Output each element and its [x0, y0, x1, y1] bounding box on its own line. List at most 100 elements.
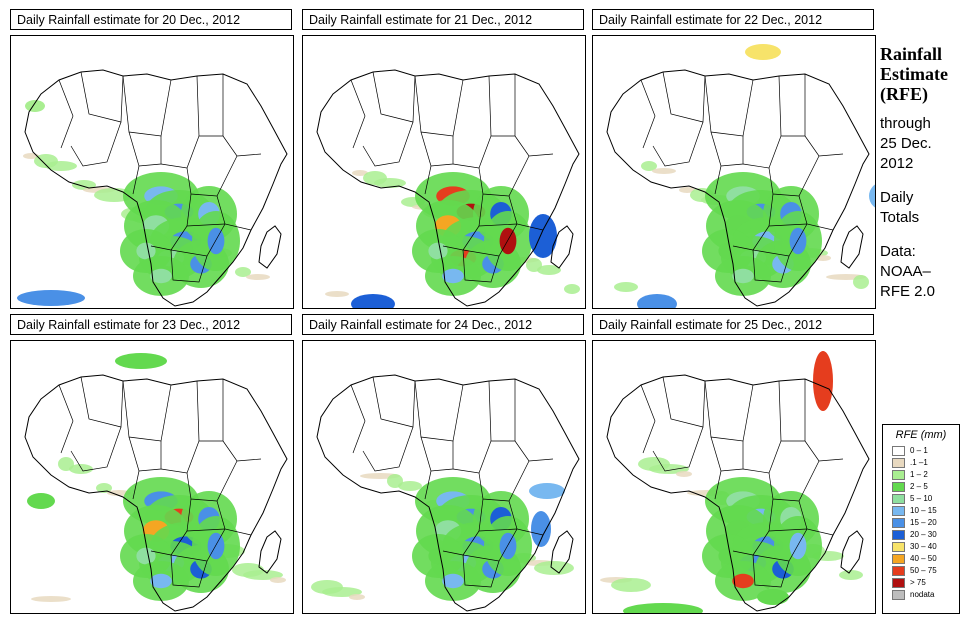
panel-title: Daily Rainfall estimate for 22 Dec., 201… — [592, 9, 874, 30]
caption-through: through — [880, 115, 931, 132]
africa-coastline — [316, 69, 580, 307]
africa-coastline — [606, 374, 870, 612]
legend-item: .1 –1 — [883, 457, 959, 469]
madagascar-outline — [550, 530, 574, 574]
legend-label: 15 – 20 — [910, 518, 937, 527]
africa-coastline — [24, 374, 288, 612]
rainfall-blobs — [623, 351, 833, 613]
legend-label: 20 – 30 — [910, 530, 937, 539]
caption-source-line1: NOAA– — [880, 263, 931, 280]
legend-item: 20 – 30 — [883, 529, 959, 541]
legend-label: 50 – 75 — [910, 566, 937, 575]
map-panel-25-dec: Daily Rainfall estimate for 25 Dec., 201… — [592, 314, 876, 614]
rainfall-map — [10, 35, 294, 309]
legend-label: > 75 — [910, 578, 926, 587]
legend-item: 2 – 5 — [883, 481, 959, 493]
africa-coastline — [316, 374, 580, 612]
rainfall-blobs — [351, 172, 557, 308]
caption-totals: Totals — [880, 209, 920, 226]
country-borders — [350, 376, 554, 588]
legend-title: RFE (mm) — [895, 429, 947, 441]
africa-map — [316, 69, 580, 308]
legend-item: 40 – 50 — [883, 553, 959, 565]
rainfall-blobs — [27, 353, 240, 601]
country-borders — [58, 376, 262, 588]
legend-swatch — [892, 566, 905, 576]
country-borders — [350, 71, 554, 283]
legend-item: 30 – 40 — [883, 541, 959, 553]
legend-swatch — [892, 458, 905, 468]
rainfall-map — [10, 340, 294, 614]
rainfall-blobs — [637, 44, 875, 308]
side-caption: Rainfall Estimate (RFE) through 25 Dec. … — [880, 44, 965, 302]
legend-swatch — [892, 482, 905, 492]
legend-item: nodata — [883, 589, 959, 601]
map-panel-22-dec: Daily Rainfall estimate for 22 Dec., 201… — [592, 9, 876, 309]
map-panel-24-dec: Daily Rainfall estimate for 24 Dec., 201… — [302, 314, 586, 614]
africa-map — [606, 44, 875, 308]
legend-label: 5 – 10 — [910, 494, 933, 503]
africa-coastline — [606, 69, 870, 307]
legend-swatch — [892, 446, 905, 456]
legend-swatch — [892, 506, 905, 516]
country-borders — [640, 376, 844, 588]
panel-title: Daily Rainfall estimate for 21 Dec., 201… — [302, 9, 584, 30]
legend-label: .1 –1 — [910, 458, 928, 467]
rfe-legend: RFE (mm) 0 – 1 .1 –1 1 – 2 2 – 5 5 – 10 10 – … — [882, 424, 960, 614]
legend-item: > 75 — [883, 577, 959, 589]
madagascar-outline — [550, 225, 574, 269]
caption-source-line2: RFE 2.0 — [880, 283, 936, 300]
legend-item: 0 – 1 — [883, 445, 959, 457]
legend-swatch — [892, 470, 905, 480]
rainfall-map — [302, 340, 586, 614]
africa-coastline — [24, 69, 288, 307]
legend-label: 1 – 2 — [910, 470, 928, 479]
caption-title-estimate: Estimate — [880, 64, 948, 84]
legend-item: 5 – 10 — [883, 493, 959, 505]
caption-data-label: Data: — [880, 243, 916, 260]
country-borders — [58, 71, 262, 283]
madagascar-outline — [840, 225, 864, 269]
panel-title: Daily Rainfall estimate for 25 Dec., 201… — [592, 314, 874, 335]
legend-label: 40 – 50 — [910, 554, 937, 563]
rainfall-map — [592, 340, 876, 614]
panel-title: Daily Rainfall estimate for 23 Dec., 201… — [10, 314, 292, 335]
panel-title: Daily Rainfall estimate for 20 Dec., 201… — [10, 9, 292, 30]
rainfall-blobs — [412, 477, 565, 601]
legend-item: 10 – 15 — [883, 505, 959, 517]
legend-label: 30 – 40 — [910, 542, 937, 551]
rainfall-blobs — [17, 100, 240, 306]
caption-date-line1: 25 Dec. — [880, 135, 932, 152]
map-panel-20-dec: Daily Rainfall estimate for 20 Dec., 201… — [10, 9, 294, 309]
legend-swatch — [892, 518, 905, 528]
caption-date-line2: 2012 — [880, 155, 914, 172]
legend-item: 15 – 20 — [883, 517, 959, 529]
legend-swatch — [892, 554, 905, 564]
legend-label: 10 – 15 — [910, 506, 937, 515]
legend-swatch — [892, 578, 905, 588]
rainfall-map — [302, 35, 586, 309]
legend-label: 2 – 5 — [910, 482, 928, 491]
legend-item: 1 – 2 — [883, 469, 959, 481]
rainfall-map — [592, 35, 876, 309]
caption-daily: Daily — [880, 189, 914, 206]
legend-swatch — [892, 530, 905, 540]
country-borders — [640, 71, 844, 283]
legend-swatch — [892, 542, 905, 552]
legend-item: 50 – 75 — [883, 565, 959, 577]
legend-label: 0 – 1 — [910, 446, 928, 455]
caption-title-rainfall: Rainfall — [880, 44, 943, 64]
madagascar-outline — [258, 530, 282, 574]
africa-map — [24, 353, 288, 612]
legend-label: nodata — [910, 590, 935, 599]
legend-swatch — [892, 494, 905, 504]
madagascar-outline — [840, 530, 864, 574]
panel-title: Daily Rainfall estimate for 24 Dec., 201… — [302, 314, 584, 335]
africa-map — [600, 351, 870, 613]
caption-title-rfe: (RFE) — [880, 84, 928, 104]
map-panel-23-dec: Daily Rainfall estimate for 23 Dec., 201… — [10, 314, 294, 614]
map-panel-21-dec: Daily Rainfall estimate for 21 Dec., 201… — [302, 9, 586, 309]
africa-map — [17, 69, 288, 307]
madagascar-outline — [258, 225, 282, 269]
legend-swatch — [892, 590, 905, 600]
